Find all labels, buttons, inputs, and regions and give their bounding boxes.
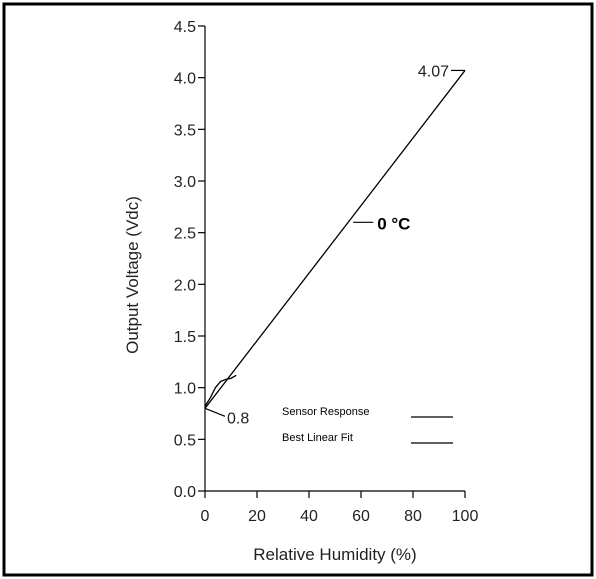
y-tick-label: 4.0	[174, 71, 196, 88]
y-tick-label: 3.5	[174, 122, 196, 139]
y-axis-label: Output Voltage (Vdc)	[123, 196, 142, 354]
y-tick-label: 0.5	[174, 432, 196, 449]
annotation-label: 0.8	[227, 410, 249, 427]
x-tick-label: 20	[248, 508, 266, 525]
temperature-label: 0 °C	[377, 214, 410, 233]
y-tick-label: 2.5	[174, 226, 196, 243]
annotation-leader	[204, 407, 226, 417]
x-tick-label: 60	[352, 508, 370, 525]
sensor-response-line	[204, 374, 237, 407]
y-tick-label: 3.0	[174, 174, 196, 191]
y-tick-label: 0.0	[174, 484, 196, 501]
x-tick-label: 100	[452, 508, 479, 525]
annotation-label: 4.07	[418, 63, 449, 80]
legend-label: Sensor Response	[282, 406, 369, 418]
y-tick-label: 1.5	[174, 329, 196, 346]
best-linear-fit-line	[204, 70, 466, 409]
y-tick-label: 1.0	[174, 381, 196, 398]
x-tick-label: 40	[300, 508, 318, 525]
plot-area: 0.0 0.5 1.0 1.5 2.0 2.5 3.0 3.5 4.0 4.5 0 20 40 60 80 1…	[174, 19, 479, 525]
y-tick-label: 4.5	[174, 19, 196, 36]
x-tick-label: 80	[404, 508, 422, 525]
x-tick-label: 0	[201, 508, 210, 525]
y-tick-label: 2.0	[174, 277, 196, 294]
x-axis-label: Relative Humidity (%)	[253, 545, 416, 564]
legend-label: Best Linear Fit	[282, 432, 353, 444]
